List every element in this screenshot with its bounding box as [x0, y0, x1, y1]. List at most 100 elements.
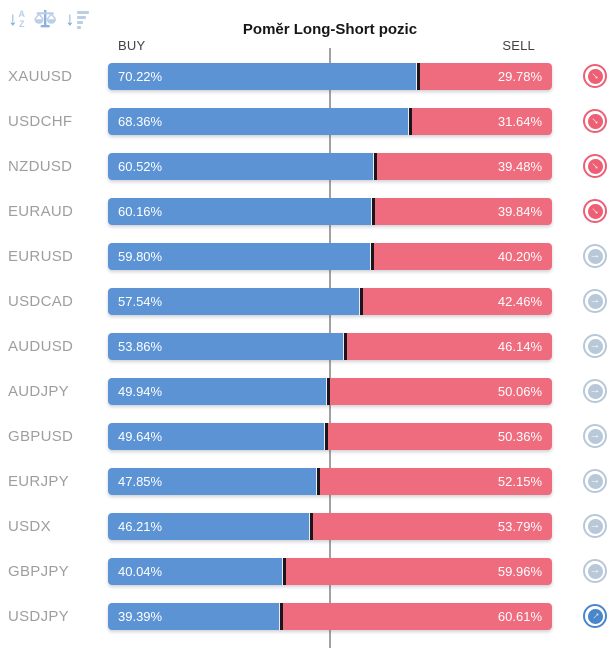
buy-bar-segment: 53.86% [108, 333, 344, 360]
pair-label: AUDJPY [8, 383, 69, 400]
trend-arrow-glyph: → [589, 384, 601, 396]
sort-amount-icon[interactable]: ↓ [65, 6, 89, 32]
ratio-bar: 60.16% 39.84% [108, 198, 552, 225]
pair-label: USDCAD [8, 293, 74, 310]
sell-bar-segment: 31.64% [411, 108, 552, 135]
trend-arrow-glyph: → [586, 607, 603, 624]
trend-icon-disc: → [587, 157, 603, 174]
bar-gap [325, 378, 327, 405]
trend-neutral-icon[interactable]: → [583, 424, 607, 448]
sell-bar-segment: 52.15% [320, 468, 552, 495]
pair-label: USDX [8, 518, 51, 535]
ratio-bar: 60.52% 39.48% [108, 153, 552, 180]
buy-percent: 60.52% [118, 159, 163, 174]
buy-percent: 49.64% [118, 429, 163, 444]
sell-percent: 42.46% [497, 294, 542, 309]
ratio-bar: 49.94% 50.06% [108, 378, 552, 405]
sell-percent: 46.14% [497, 339, 542, 354]
sell-percent: 53.79% [497, 519, 542, 534]
trend-icon-disc: → [587, 248, 603, 264]
bar-divider [408, 108, 412, 135]
trend-neutral-icon[interactable]: → [583, 469, 607, 493]
balance-scale-icon[interactable] [32, 6, 58, 32]
pair-label: XAUUSD [8, 68, 73, 85]
bar-gap [369, 243, 371, 270]
trend-neutral-icon[interactable]: → [583, 334, 607, 358]
ratio-rows: XAUUSD 70.22% 29.78% → USDCHF 68.36% 31.… [0, 63, 615, 648]
sell-percent: 31.64% [497, 114, 542, 129]
trend-arrow-glyph: → [589, 249, 601, 261]
sell-percent: 50.06% [497, 384, 542, 399]
table-row: USDCHF 68.36% 31.64% → [0, 108, 615, 153]
bar-gap [316, 468, 318, 495]
bar-divider [325, 423, 329, 450]
table-row: EURJPY 47.85% 52.15% → [0, 468, 615, 513]
buy-bar-segment: 60.52% [108, 153, 373, 180]
ratio-bar: 53.86% 46.14% [108, 333, 552, 360]
bar-divider [416, 63, 420, 90]
trend-down-icon[interactable]: → [583, 64, 607, 88]
down-arrow-icon: ↓ [8, 8, 18, 30]
table-row: NZDUSD 60.52% 39.48% → [0, 153, 615, 198]
pair-label: EURAUD [8, 203, 74, 220]
trend-arrow-glyph: → [589, 429, 601, 441]
trend-neutral-icon[interactable]: → [583, 244, 607, 268]
trend-neutral-icon[interactable]: → [583, 559, 607, 583]
bar-gap [359, 288, 361, 315]
buy-column-header: BUY [118, 38, 146, 53]
sell-bar-segment: 29.78% [419, 63, 552, 90]
trend-down-icon[interactable]: → [583, 154, 607, 178]
buy-percent: 47.85% [118, 474, 163, 489]
sell-percent: 39.84% [497, 204, 542, 219]
bar-gap [278, 603, 280, 630]
trend-neutral-icon[interactable]: → [583, 379, 607, 403]
sell-percent: 52.15% [497, 474, 542, 489]
trend-icon-disc: → [586, 607, 603, 624]
trend-neutral-icon[interactable]: → [583, 289, 607, 313]
balance-scale-glyph [34, 10, 57, 28]
ratio-bar: 57.54% 42.46% [108, 288, 552, 315]
buy-percent: 53.86% [118, 339, 163, 354]
trend-arrow-glyph: → [589, 339, 601, 351]
pair-label: GBPUSD [8, 428, 74, 445]
bar-divider [279, 603, 283, 630]
ratio-bar: 46.21% 53.79% [108, 513, 552, 540]
sell-bar-segment: 39.84% [375, 198, 552, 225]
trend-icon-disc: → [587, 518, 603, 534]
buy-percent: 40.04% [118, 564, 163, 579]
trend-arrow-glyph: → [587, 112, 604, 129]
trend-down-icon[interactable]: → [583, 199, 607, 223]
table-row: EURAUD 60.16% 39.84% → [0, 198, 615, 243]
sort-alphabetical-icon[interactable]: ↓ A Z [8, 6, 25, 32]
sell-bar-segment: 46.14% [347, 333, 552, 360]
trend-arrow-glyph: → [587, 202, 604, 219]
bar-divider [360, 288, 364, 315]
page-title: Poměr Long-Short pozic [242, 21, 418, 38]
ratio-bar: 70.22% 29.78% [108, 63, 552, 90]
buy-percent: 68.36% [118, 114, 163, 129]
buy-percent: 49.94% [118, 384, 163, 399]
trend-neutral-icon[interactable]: → [583, 514, 607, 538]
buy-percent: 59.80% [118, 249, 163, 264]
trend-up-icon[interactable]: → [583, 604, 607, 628]
pair-label: GBPJPY [8, 563, 69, 580]
sell-bar-segment: 53.79% [313, 513, 552, 540]
down-arrow-icon: ↓ [65, 8, 75, 30]
bar-gap [281, 558, 283, 585]
ratio-bar: 68.36% 31.64% [108, 108, 552, 135]
ratio-bar: 49.64% 50.36% [108, 423, 552, 450]
sell-percent: 60.61% [497, 609, 542, 624]
bar-divider [373, 153, 377, 180]
buy-percent: 57.54% [118, 294, 163, 309]
bar-gap [343, 333, 345, 360]
sell-bar-segment: 39.48% [376, 153, 552, 180]
buy-bar-segment: 40.04% [108, 558, 282, 585]
ratio-bar: 40.04% 59.96% [108, 558, 552, 585]
letter-z: Z [19, 19, 25, 29]
bar-gap [324, 423, 326, 450]
trend-icon-disc: → [587, 293, 603, 309]
trend-down-icon[interactable]: → [583, 109, 607, 133]
trend-icon-disc: → [587, 67, 603, 84]
pair-label: USDCHF [8, 113, 73, 130]
buy-bar-segment: 59.80% [108, 243, 370, 270]
